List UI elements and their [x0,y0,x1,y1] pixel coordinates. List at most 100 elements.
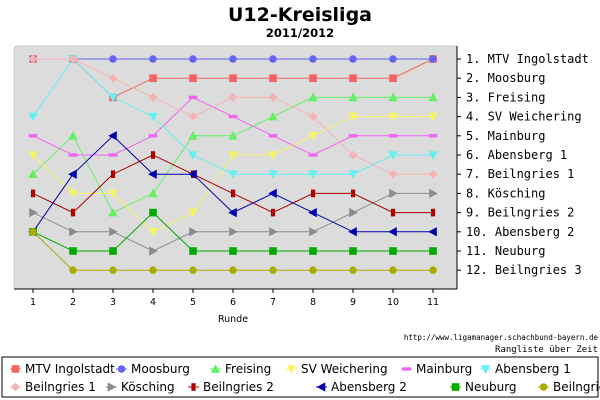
data-point-freising [188,130,198,140]
data-point-beilngries-2 [390,208,396,217]
data-point-beilngries-1 [108,73,118,83]
legend-swatch-marker [107,382,117,392]
data-point-moosburg [189,55,197,63]
data-point-beilngries-2 [150,151,156,159]
data-point-neuburg [69,247,77,255]
data-point-neuburg [349,247,357,255]
data-point-neuburg [109,247,117,255]
series-sv-weichering [28,112,438,237]
data-point-koesching [149,246,158,256]
data-point-koesching [229,227,238,237]
rank-label: 3. Freising [466,90,545,104]
data-point-freising [148,188,158,198]
data-point-beilngries-3 [69,266,77,275]
data-point-neuburg [229,247,237,255]
data-point-beilngries-1 [228,92,238,102]
data-point-abensberg-2 [228,207,237,218]
x-tick-label: 10 [387,297,399,308]
data-point-beilngries-2 [110,170,116,178]
data-point-abensberg-2 [348,227,357,237]
rank-label: 10. Abensberg 2 [466,225,574,239]
series-neuburg [29,208,437,255]
data-point-mtv-ingolstadt [189,74,197,83]
rank-label: 7. Beilngries 1 [466,167,574,181]
x-tick-label: 9 [350,297,356,308]
legend-label: Abensberg 2 [331,380,407,394]
data-point-mtv-ingolstadt [149,74,157,83]
data-point-beilngries-1 [28,54,38,64]
data-point-sv-weichering [68,189,78,199]
legend-label: Beilngries 1 [25,380,96,394]
x-tick-label: 5 [190,297,196,308]
data-point-mainburg [388,134,398,138]
data-point-abensberg-1 [428,151,438,160]
data-point-beilngries-1 [308,112,318,122]
data-point-mtv-ingolstadt [309,74,317,83]
rank-label: 4. SV Weichering [466,110,582,124]
data-point-mtv-ingolstadt [389,74,397,83]
rank-label: 5. Mainburg [466,129,545,143]
data-point-mainburg [28,134,38,138]
data-point-moosburg [149,55,157,63]
legend-item-mtv-ingolstadt: MTV Ingolstadt [10,362,115,376]
rank-label: 6. Abensberg 1 [466,148,567,162]
data-point-abensberg-2 [428,227,437,237]
rank-label: 12. Beilngries 3 [466,263,582,277]
data-point-moosburg [109,55,117,63]
legend-label: Beilngries 2 [203,380,274,394]
data-point-mainburg [268,134,278,138]
legend-item-abensberg-2: Abensberg 2 [316,380,407,394]
data-point-sv-weichering [108,189,118,199]
data-point-abensberg-1 [268,170,278,180]
x-tick-label: 6 [230,297,236,308]
legend-item-beilngries-3: Beilngries 3 [538,380,600,394]
series-beilngries-1 [28,54,438,179]
data-point-koesching [69,227,78,237]
series-layer [28,54,438,275]
series-beilngries-2 [30,151,436,217]
data-point-mainburg [68,153,78,157]
legend-swatch-marker [402,367,411,371]
legend-item-mainburg: Mainburg [401,362,472,376]
legend-item-moosburg: Moosburg [116,362,190,376]
legend-label: Freising [225,362,271,376]
data-point-mainburg [148,134,158,138]
data-point-beilngries-3 [189,266,197,275]
data-point-neuburg [149,208,157,217]
data-point-mainburg [308,153,318,157]
legend-swatch-marker [539,383,548,391]
data-point-moosburg [389,55,397,63]
x-tick-label: 7 [270,297,276,308]
data-point-mainburg [348,134,358,138]
legend-label: Kösching [121,380,175,394]
legend-swatch-marker [316,382,326,392]
rank-label: 8. Kösching [466,186,545,200]
series-abensberg-2 [28,131,437,237]
data-point-koesching [189,227,198,237]
data-point-freising [388,92,398,102]
data-point-neuburg [429,247,437,255]
data-point-beilngries-2 [30,189,36,198]
data-point-abensberg-2 [148,169,157,179]
data-point-moosburg [309,55,317,63]
data-point-moosburg [229,55,237,63]
legend-swatch-marker [286,365,297,374]
data-point-beilngries-2 [430,208,436,217]
legend-swatch-marker [10,382,21,392]
data-point-abensberg-1 [28,112,38,122]
rank-label: 11. Neuburg [466,244,545,258]
x-tick-label: 2 [70,297,76,308]
legend-label: MTV Ingolstadt [25,362,115,376]
data-point-neuburg [309,247,317,255]
x-tick-label: 4 [150,297,156,308]
data-point-abensberg-1 [108,93,118,103]
data-point-beilngries-3 [109,266,117,275]
x-tick-label: 8 [310,297,316,308]
legend-item-freising: Freising [210,362,271,376]
data-point-abensberg-1 [388,151,398,160]
legend-item-koesching: Kösching [106,380,175,394]
data-point-neuburg [389,247,397,255]
data-point-neuburg [189,247,197,255]
rank-label: 2. Moosburg [466,71,545,85]
data-point-beilngries-2 [70,208,76,217]
